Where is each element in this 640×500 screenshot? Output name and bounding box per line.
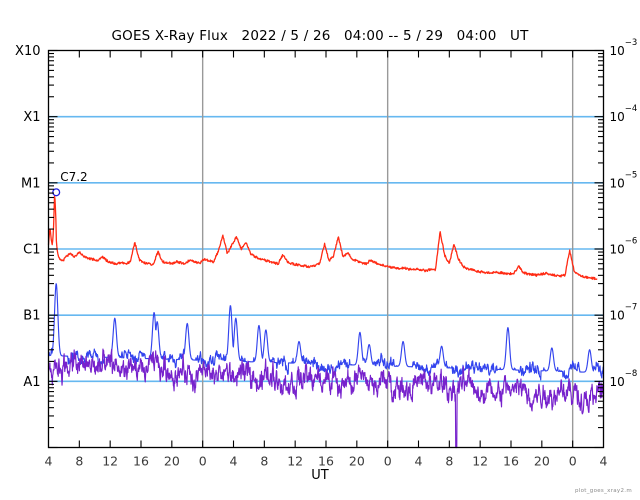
x-axis-tick-label: 8 — [75, 454, 83, 469]
y-axis-tick-label-right: 10−5 — [610, 170, 638, 190]
y-axis-tick-label-left: A1 — [23, 375, 40, 390]
x-axis-tick-label: 20 — [534, 454, 550, 469]
y-axis-tick-label-left: M1 — [21, 176, 41, 191]
y-axis-tick-label-right: 10−6 — [610, 237, 638, 257]
x-axis-tick-label: 4 — [600, 454, 608, 469]
x-axis-tick-label: 8 — [445, 454, 453, 469]
x-axis-tick-label: 0 — [569, 454, 577, 469]
x-axis-tick-label: 4 — [230, 454, 238, 469]
x-axis-tick-label: 12 — [102, 454, 118, 469]
x-axis-tick-label: 0 — [199, 454, 207, 469]
x-axis-tick-label: 16 — [318, 454, 334, 469]
x-axis-tick-label: 0 — [384, 454, 392, 469]
flare-class-annotation: C7.2 — [60, 170, 88, 185]
x-axis-tick-label: 16 — [503, 454, 519, 469]
y-axis-tick-label-right: 10−7 — [610, 303, 638, 323]
series-line-long-channel — [47, 195, 598, 281]
x-axis-tick-label: 20 — [164, 454, 180, 469]
flare-peak-marker — [52, 188, 61, 197]
x-axis-label: UT — [311, 468, 329, 483]
x-axis-tick-label: 12 — [472, 454, 488, 469]
x-axis-tick-label: 12 — [287, 454, 303, 469]
y-axis-tick-label-left: X10 — [15, 44, 40, 59]
x-axis-tick-label: 4 — [45, 454, 53, 469]
x-axis-tick-label: 16 — [133, 454, 149, 469]
y-axis-tick-label-left: B1 — [23, 309, 40, 324]
y-axis-tick-label-right: 10−4 — [610, 104, 638, 124]
series-line-third-channel — [48, 348, 605, 449]
x-axis-tick-label: 4 — [415, 454, 423, 469]
x-axis-tick-label: 8 — [260, 454, 268, 469]
page-title: GOES X-Ray Flux 2022 / 5 / 26 04:00 -- 5… — [111, 28, 529, 44]
x-axis-tick-label: 20 — [349, 454, 365, 469]
y-axis-tick-label-left: X1 — [23, 110, 40, 125]
y-axis-tick-label-right: 10−3 — [610, 38, 638, 58]
source-watermark: plot_goes_xray2.m — [575, 488, 632, 494]
y-axis-tick-label-left: C1 — [23, 243, 40, 258]
y-axis-tick-label-right: 10−8 — [610, 369, 638, 389]
